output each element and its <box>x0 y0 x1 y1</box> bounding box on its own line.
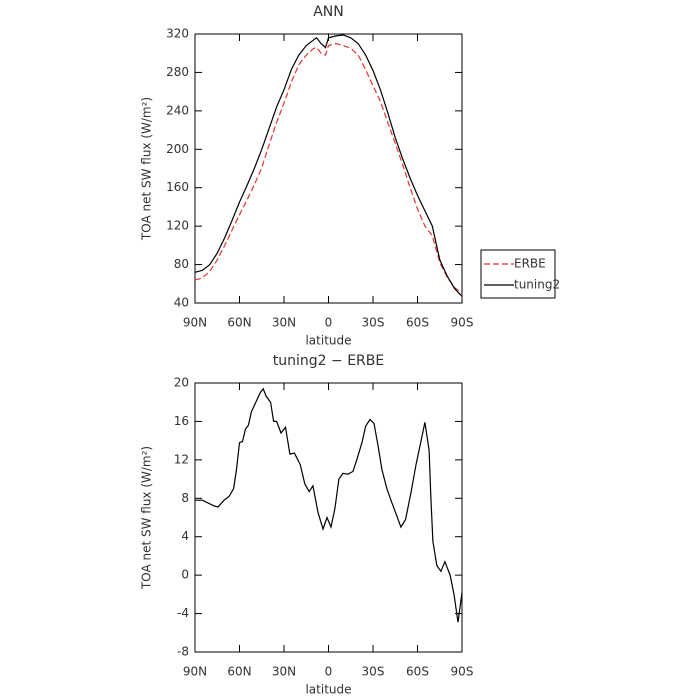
x-tick-label: 30S <box>362 316 385 330</box>
legend-box <box>480 249 556 299</box>
x-tick-label: 90S <box>451 316 474 330</box>
x-tick-label: 60S <box>406 316 429 330</box>
y-tick-label: 240 <box>166 103 189 117</box>
y-tick-label: 8 <box>181 491 189 505</box>
plot-frame <box>194 33 463 304</box>
y-tick-label: 12 <box>174 452 189 466</box>
y-tick-label: -4 <box>177 606 189 620</box>
plot-frame <box>194 382 463 653</box>
legend-label: ERBE <box>514 257 546 271</box>
y-tick-label: 4 <box>181 529 189 543</box>
legend-label: tuning2 <box>514 278 560 292</box>
y-tick-label: 280 <box>166 65 189 79</box>
y-tick-label: 80 <box>174 257 189 271</box>
x-tick-label: 0 <box>325 665 333 679</box>
x-tick-label: 90N <box>183 665 207 679</box>
y-tick-label: 16 <box>174 414 189 428</box>
x-tick-label: 60S <box>406 665 429 679</box>
x-axis-label: latitude <box>305 683 351 697</box>
x-tick-label: 90S <box>451 665 474 679</box>
y-tick-label: 320 <box>166 27 189 41</box>
x-tick-label: 30N <box>272 665 296 679</box>
x-tick-label: 90N <box>183 316 207 330</box>
x-tick-label: 30N <box>272 316 296 330</box>
x-tick-label: 60N <box>227 665 251 679</box>
y-tick-label: 40 <box>174 296 189 310</box>
series-line <box>194 34 463 297</box>
x-axis-label: latitude <box>305 334 351 348</box>
chart-title: tuning2 − ERBE <box>273 353 384 369</box>
y-tick-label: 200 <box>166 142 189 156</box>
series-line <box>195 387 463 623</box>
chart-title: ANN <box>313 4 344 20</box>
series-line <box>194 42 463 294</box>
y-tick-label: 20 <box>174 376 189 390</box>
x-tick-label: 60N <box>227 316 251 330</box>
y-tick-label: -8 <box>177 645 189 659</box>
y-tick-label: 160 <box>166 180 189 194</box>
x-tick-label: 0 <box>325 316 333 330</box>
y-axis-label: TOA net SW flux (W/m²) <box>140 97 154 241</box>
y-axis-label: TOA net SW flux (W/m²) <box>140 446 154 590</box>
y-tick-label: 0 <box>181 568 189 582</box>
x-tick-label: 30S <box>362 665 385 679</box>
y-tick-label: 120 <box>166 219 189 233</box>
